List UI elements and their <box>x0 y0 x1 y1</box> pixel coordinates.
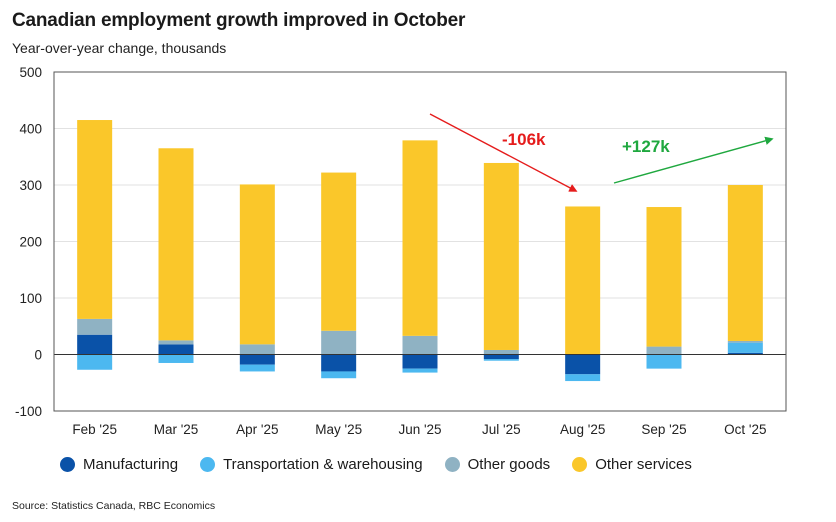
bar-segment <box>565 206 601 355</box>
x-tick-label: Mar '25 <box>154 422 199 437</box>
recovery-arrow <box>613 136 774 184</box>
bar-segment <box>158 340 194 345</box>
bar-segment <box>646 346 682 355</box>
y-tick-label: 0 <box>34 348 42 363</box>
legend-label-manufacturing: Manufacturing <box>83 456 179 473</box>
legend-swatch-other-goods <box>444 457 460 472</box>
y-tick-label: 500 <box>19 65 42 80</box>
decline-arrow <box>429 113 578 192</box>
legend-label-other-services: Other services <box>595 456 692 473</box>
bar-segment <box>239 364 275 372</box>
bar-segment <box>565 374 601 382</box>
bar-segment <box>727 342 763 353</box>
chart-subtitle: Year-over-year change, thousands <box>12 40 227 56</box>
x-tick-label: Apr '25 <box>236 422 278 437</box>
y-tick-label: 200 <box>19 235 42 250</box>
bar-segment <box>483 354 519 360</box>
bar-segment <box>158 148 194 341</box>
legend-item-other-goods: Other goods <box>444 456 551 473</box>
legend-item-transportation: Transportation & warehousing <box>200 456 423 473</box>
legend-swatch-manufacturing <box>60 457 75 472</box>
bar-segment <box>77 318 113 335</box>
bar-segment <box>483 359 519 361</box>
bar-segment <box>483 349 519 355</box>
y-tick-label: 300 <box>19 178 42 193</box>
source-note: Source: Statistics Canada, RBC Economics <box>12 500 216 512</box>
bar-segment <box>646 354 682 369</box>
bar-segment <box>158 354 194 363</box>
y-tick-label: 100 <box>19 291 42 306</box>
bar-segment <box>727 340 763 343</box>
bar-segment <box>77 334 113 355</box>
legend-label-other-goods: Other goods <box>467 456 551 473</box>
bar-segment <box>565 354 601 375</box>
recovery-annotation: +127k <box>622 137 670 156</box>
y-tick-label: 400 <box>19 122 42 137</box>
bar-segment <box>483 162 519 350</box>
legend-item-manufacturing: Manufacturing <box>60 456 178 473</box>
x-tick-label: May '25 <box>315 422 362 437</box>
decline-annotation: -106k <box>502 130 546 149</box>
bar-segment <box>321 371 357 379</box>
chart-legend: Manufacturing Transportation & warehousi… <box>60 456 714 473</box>
bar-segment <box>402 354 438 369</box>
bar-segment <box>158 344 194 355</box>
bar-segment <box>239 344 275 355</box>
legend-item-other-services: Other services <box>572 456 692 473</box>
bar-segment <box>77 120 113 319</box>
bar-segment <box>402 335 438 355</box>
chart-title: Canadian employment growth improved in O… <box>12 10 466 31</box>
bar-segment <box>727 185 763 341</box>
bar-segment <box>321 330 357 355</box>
bar-segment <box>77 354 113 370</box>
x-tick-label: Oct '25 <box>724 422 766 437</box>
bar-segment <box>239 354 275 365</box>
x-tick-label: Jul '25 <box>482 422 521 437</box>
legend-swatch-transportation <box>200 457 216 472</box>
legend-swatch-other-services <box>572 457 588 472</box>
legend-label-transportation: Transportation & warehousing <box>223 456 423 473</box>
x-tick-label: Sep '25 <box>641 422 686 437</box>
bar-segment <box>321 172 357 331</box>
bar-segment <box>402 368 438 373</box>
bar-segment <box>402 140 438 336</box>
y-tick-label: -100 <box>15 404 42 419</box>
plot-frame <box>53 71 787 412</box>
bar-segment <box>727 352 763 355</box>
bar-segment <box>646 207 682 347</box>
x-tick-label: Jun '25 <box>398 422 441 437</box>
x-tick-label: Feb '25 <box>72 422 117 437</box>
bar-segment <box>321 354 357 372</box>
bar-segment <box>239 184 275 345</box>
x-tick-label: Aug '25 <box>560 422 605 437</box>
